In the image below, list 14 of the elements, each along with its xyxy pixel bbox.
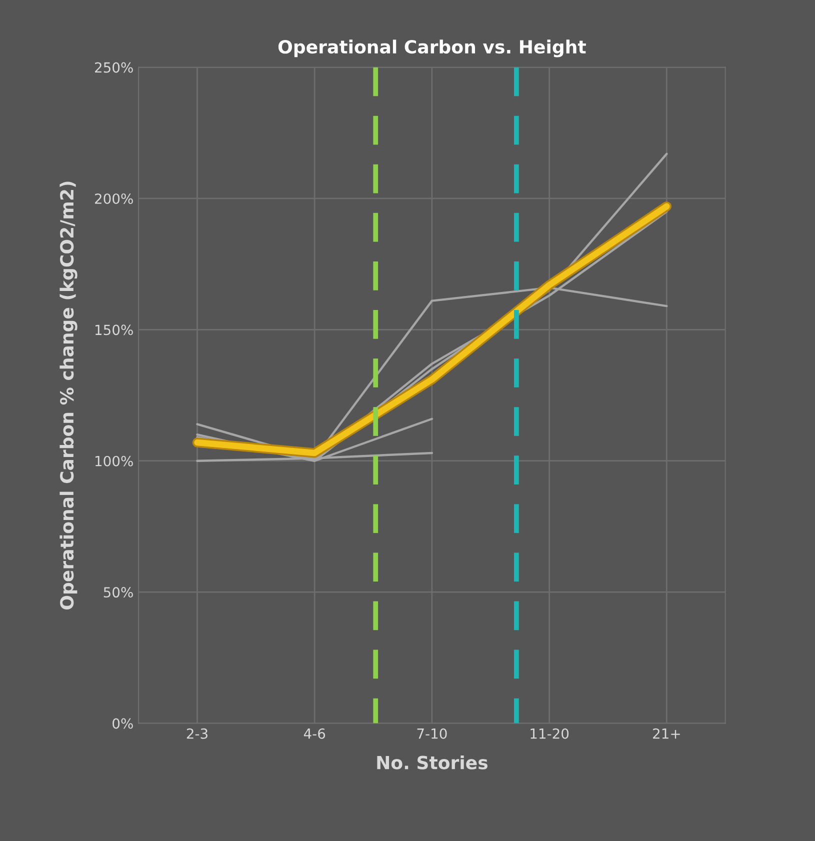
- y-tick-label: 100%: [96, 456, 133, 466]
- x-tick-label: 21+: [653, 728, 680, 739]
- x-axis-title: No. Stories: [377, 755, 488, 770]
- x-tick-label: 4-6: [304, 728, 326, 739]
- y-tick-label: 150%: [96, 324, 133, 336]
- x-tick-label: 2-3: [186, 728, 208, 739]
- y-tick-label: 200%: [95, 193, 133, 204]
- x-tick-label: 11-20: [530, 728, 569, 739]
- y-tick-label: 0%: [112, 718, 133, 729]
- y-tick-label: 250%: [95, 62, 133, 73]
- y-tick-label: 50%: [104, 587, 133, 598]
- y-axis-title: Operational Carbon % change (kgCO2/m2): [60, 182, 78, 610]
- chart-title: Operational Carbon vs. Height: [278, 40, 586, 58]
- x-tick-label: 7-10: [417, 728, 447, 739]
